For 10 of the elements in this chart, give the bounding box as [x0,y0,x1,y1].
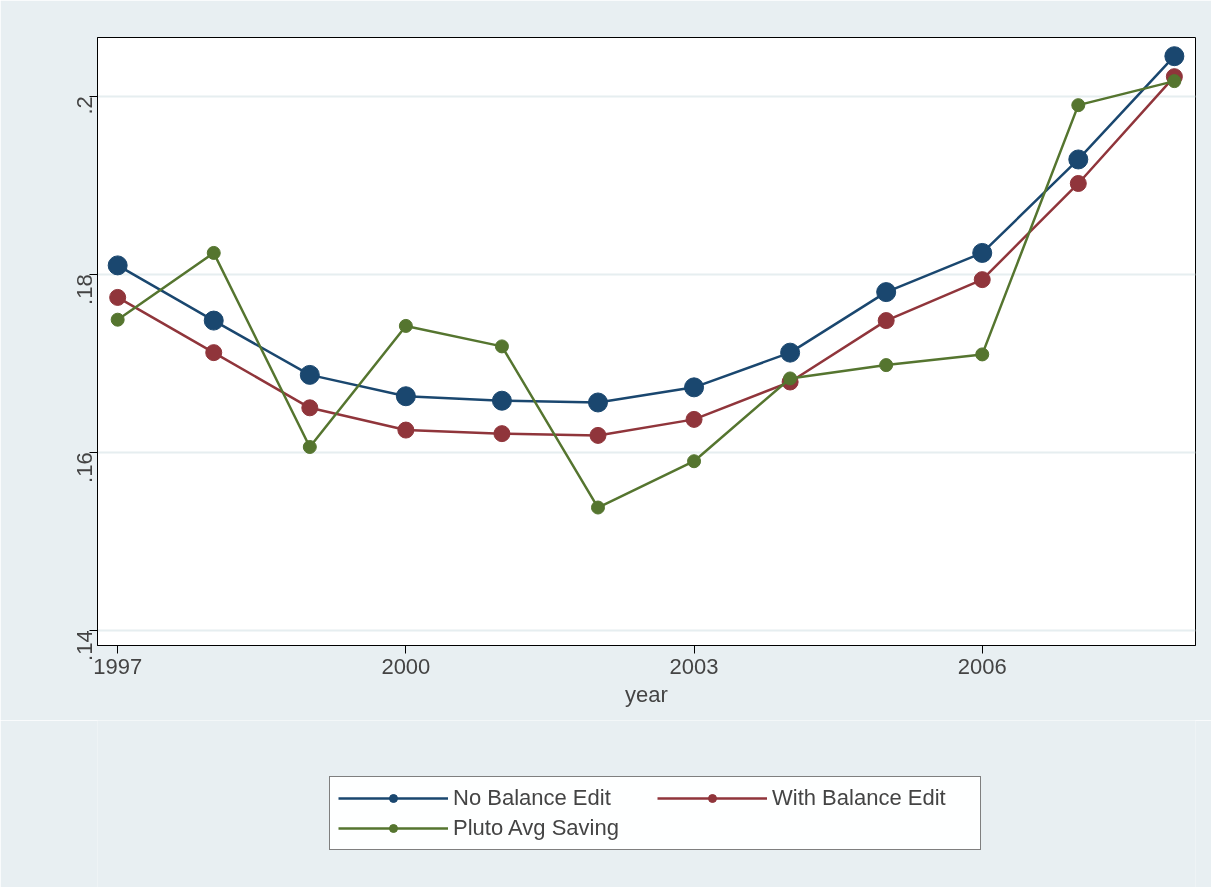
legend-label: With Balance Edit [772,785,947,811]
y-tick-label: .16 [72,452,97,483]
y-tick-label: .18 [72,274,97,305]
x-tick-label: 2003 [669,653,719,679]
legend-label: No Balance Edit [453,785,612,811]
y-tick-label: .2 [72,96,97,115]
x-tick-label: 2000 [381,653,431,679]
legend-label: Pluto Avg Saving [453,815,620,841]
x-tick-label: 2006 [957,653,1007,679]
x-axis-title: year [625,681,668,707]
